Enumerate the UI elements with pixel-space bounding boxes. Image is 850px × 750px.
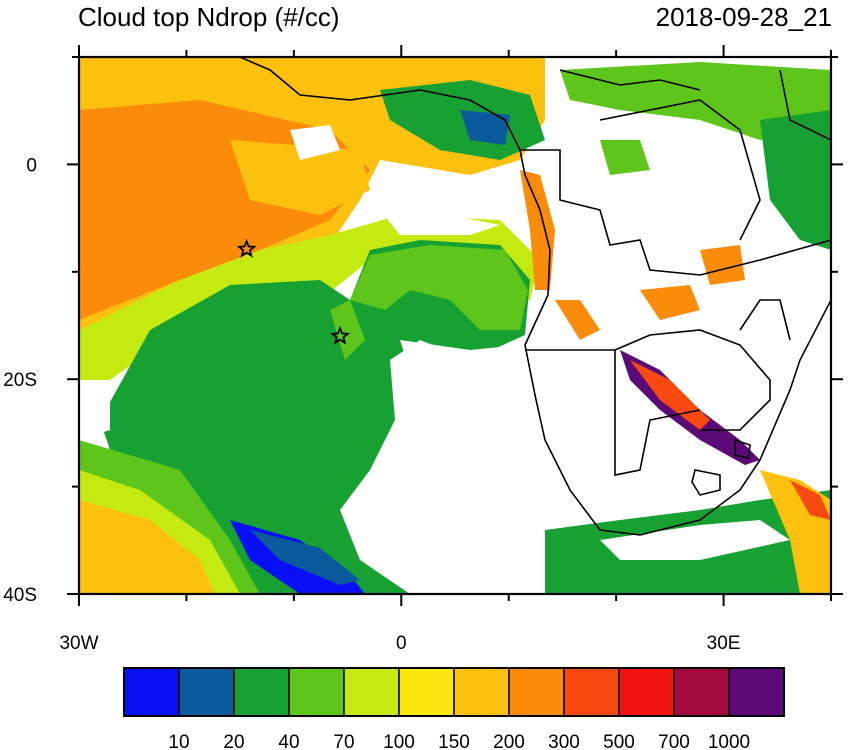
colorbar-swatch — [123, 667, 180, 717]
x-tick-label: 30E — [707, 633, 741, 654]
site-markers — [236, 238, 351, 345]
colorbar-labels: 10 20 40 70 100 150 200 300 500 700 1000 — [168, 732, 750, 750]
colorbar-swatch — [673, 667, 730, 717]
colorbar-label: 200 — [493, 732, 525, 750]
cloud-field — [79, 57, 831, 594]
y-tick-label: 0 — [26, 155, 37, 176]
colorbar-label: 10 — [168, 732, 189, 750]
colorbar — [123, 667, 785, 717]
colorbar-swatch — [453, 667, 510, 717]
colorbar-label: 40 — [278, 732, 299, 750]
colorbar-swatch — [618, 667, 675, 717]
map-timestamp: 2018-09-28_21 — [655, 2, 832, 32]
colorbar-swatch — [233, 667, 290, 717]
y-axis-labels: 0 20S 40S — [3, 155, 37, 606]
map-title: Cloud top Ndrop (#/cc) — [78, 2, 340, 32]
colorbar-label: 700 — [658, 732, 690, 750]
colorbar-label: 70 — [333, 732, 354, 750]
colorbar-swatch — [563, 667, 620, 717]
colorbar-label: 1000 — [708, 732, 750, 750]
x-tick-label: 0 — [396, 633, 407, 654]
colorbar-swatch — [343, 667, 400, 717]
colorbar-label: 100 — [383, 732, 415, 750]
star-marker-icon — [236, 238, 257, 258]
x-axis-labels: 30W 0 30E — [59, 633, 740, 654]
y-tick-label: 20S — [3, 370, 37, 391]
colorbar-label: 500 — [603, 732, 635, 750]
y-tick-label: 40S — [3, 585, 37, 606]
colorbar-swatch — [508, 667, 565, 717]
colorbar-frame — [123, 667, 785, 717]
plot-frame — [77, 55, 833, 596]
coastlines — [239, 57, 831, 536]
colorbar-swatch — [288, 667, 345, 717]
colorbar-swatch — [728, 667, 785, 717]
axis-ticks — [67, 45, 843, 606]
star-marker-icon — [330, 325, 351, 345]
colorbar-label: 150 — [438, 732, 470, 750]
colorbar-label: 300 — [548, 732, 580, 750]
colorbar-swatch — [398, 667, 455, 717]
x-tick-label: 30W — [59, 633, 98, 654]
colorbar-label: 20 — [223, 732, 244, 750]
colorbar-swatch — [178, 667, 235, 717]
